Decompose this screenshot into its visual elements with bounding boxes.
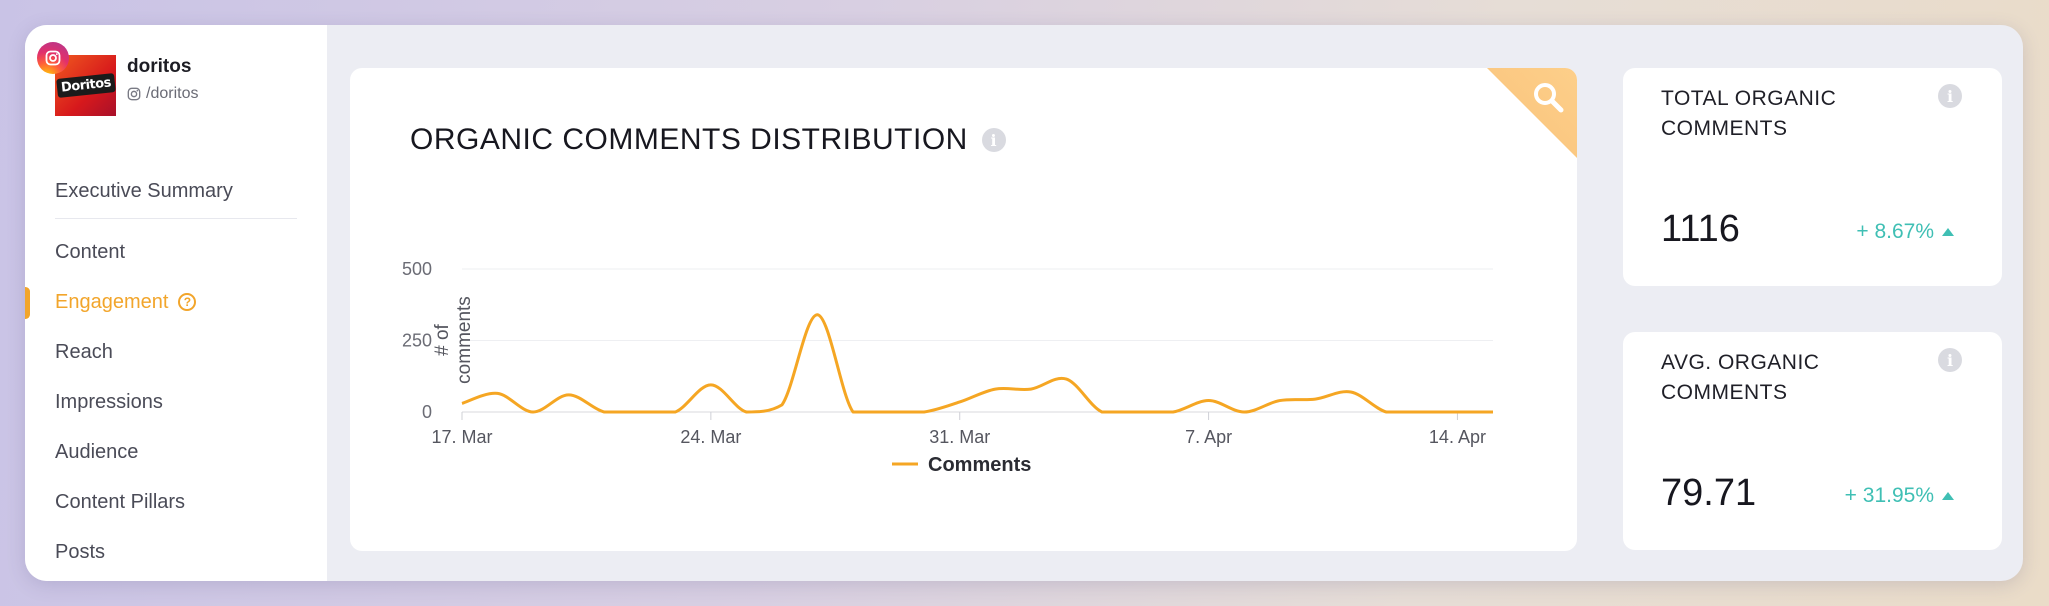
comments-line-chart: 0 250 500 # of comments 17. Mar 24. Mar 31. Mar… [402, 259, 1493, 476]
x-tick-label: 7. Apr [1185, 427, 1232, 447]
instagram-icon [37, 42, 69, 74]
brand-name: doritos [127, 56, 192, 77]
help-circle-icon[interactable]: ? [178, 293, 197, 311]
sidebar-item-label: Executive Summary [55, 180, 233, 202]
kpi-card-avg-comments: AVG. ORGANIC COMMENTS i 79.71 + 31.95% [1623, 332, 2002, 550]
x-tick-label: 31. Mar [929, 427, 990, 447]
sidebar-item-audience[interactable]: Audience [25, 427, 327, 477]
kpi-value: 79.71 [1661, 472, 1757, 514]
sidebar-item-executive-summary[interactable]: Executive Summary [55, 165, 297, 219]
kpi-title: TOTAL ORGANIC COMMENTS [1661, 87, 1837, 140]
y-tick-label: 250 [402, 331, 432, 351]
sidebar-item-label: Content Pillars [55, 490, 186, 513]
info-icon[interactable]: i [1938, 84, 1962, 108]
arrow-up-icon [1942, 228, 1954, 236]
sidebar-item-label: Reach [55, 340, 113, 363]
sidebar-item-reach[interactable]: Reach [25, 327, 327, 377]
kpi-value: 1116 [1661, 208, 1740, 250]
series-line-comments [461, 313, 1493, 414]
sidebar-item-label: Engagement [55, 290, 169, 313]
sidebar-item-label: Posts [55, 540, 106, 563]
chart-title: ORGANIC COMMENTS DISTRIBUTION i [410, 123, 1006, 157]
brand-handle: /doritos [127, 85, 198, 103]
search-icon[interactable] [1531, 80, 1565, 114]
profile-header[interactable]: Doritos doritos /doritos [37, 42, 315, 125]
info-icon[interactable]: i [981, 128, 1006, 152]
arrow-up-icon [1942, 492, 1954, 500]
x-tick-label: 24. Mar [680, 427, 741, 447]
x-tick-label: 17. Mar [431, 427, 492, 447]
kpi-change: + 8.67% [1856, 220, 1954, 244]
kpi-change-text: + 31.95% [1844, 484, 1934, 507]
kpi-title: AVG. ORGANIC COMMENTS [1661, 351, 1820, 404]
y-axis-label: comments [454, 296, 475, 384]
sidebar-item-content-pillars[interactable]: Content Pillars [25, 477, 327, 527]
kpi-change: + 31.95% [1845, 484, 1954, 508]
sidebar-item-content[interactable]: Content [25, 227, 327, 277]
chart-title-text: ORGANIC COMMENTS DISTRIBUTION [410, 123, 968, 156]
kpi-card-total-comments: TOTAL ORGANIC COMMENTS i 1116 + 8.67% [1623, 68, 2002, 286]
sidebar-item-label: Audience [55, 440, 139, 463]
y-tick-label: 0 [422, 402, 432, 422]
sidebar-item-label: Impressions [55, 390, 163, 413]
kpi-change-text: + 8.67% [1856, 220, 1934, 243]
sidebar-item-impressions[interactable]: Impressions [25, 377, 327, 427]
sidebar-item-engagement[interactable]: Engagement ? [25, 277, 327, 327]
sidebar: Doritos doritos /doritos [25, 25, 327, 581]
comments-distribution-card: ORGANIC COMMENTS DISTRIBUTION i 0 250 500 #… [350, 68, 1577, 551]
y-axis-label: # of [432, 323, 453, 355]
info-icon[interactable]: i [1938, 348, 1962, 372]
sidebar-item-label: Content [55, 240, 126, 263]
sidebar-nav: Executive Summary Content Engagement ? R… [25, 165, 327, 577]
brand-handle-text: /doritos [146, 85, 199, 102]
app-window: Doritos doritos /doritos [25, 25, 2023, 581]
x-tick-label: 14. Apr [1429, 427, 1486, 447]
legend-label: Comments [928, 454, 1031, 476]
instagram-small-icon [127, 87, 141, 101]
y-tick-label: 500 [402, 259, 432, 279]
sidebar-item-posts[interactable]: Posts [25, 527, 327, 577]
brand-logo-text: Doritos [55, 73, 116, 98]
